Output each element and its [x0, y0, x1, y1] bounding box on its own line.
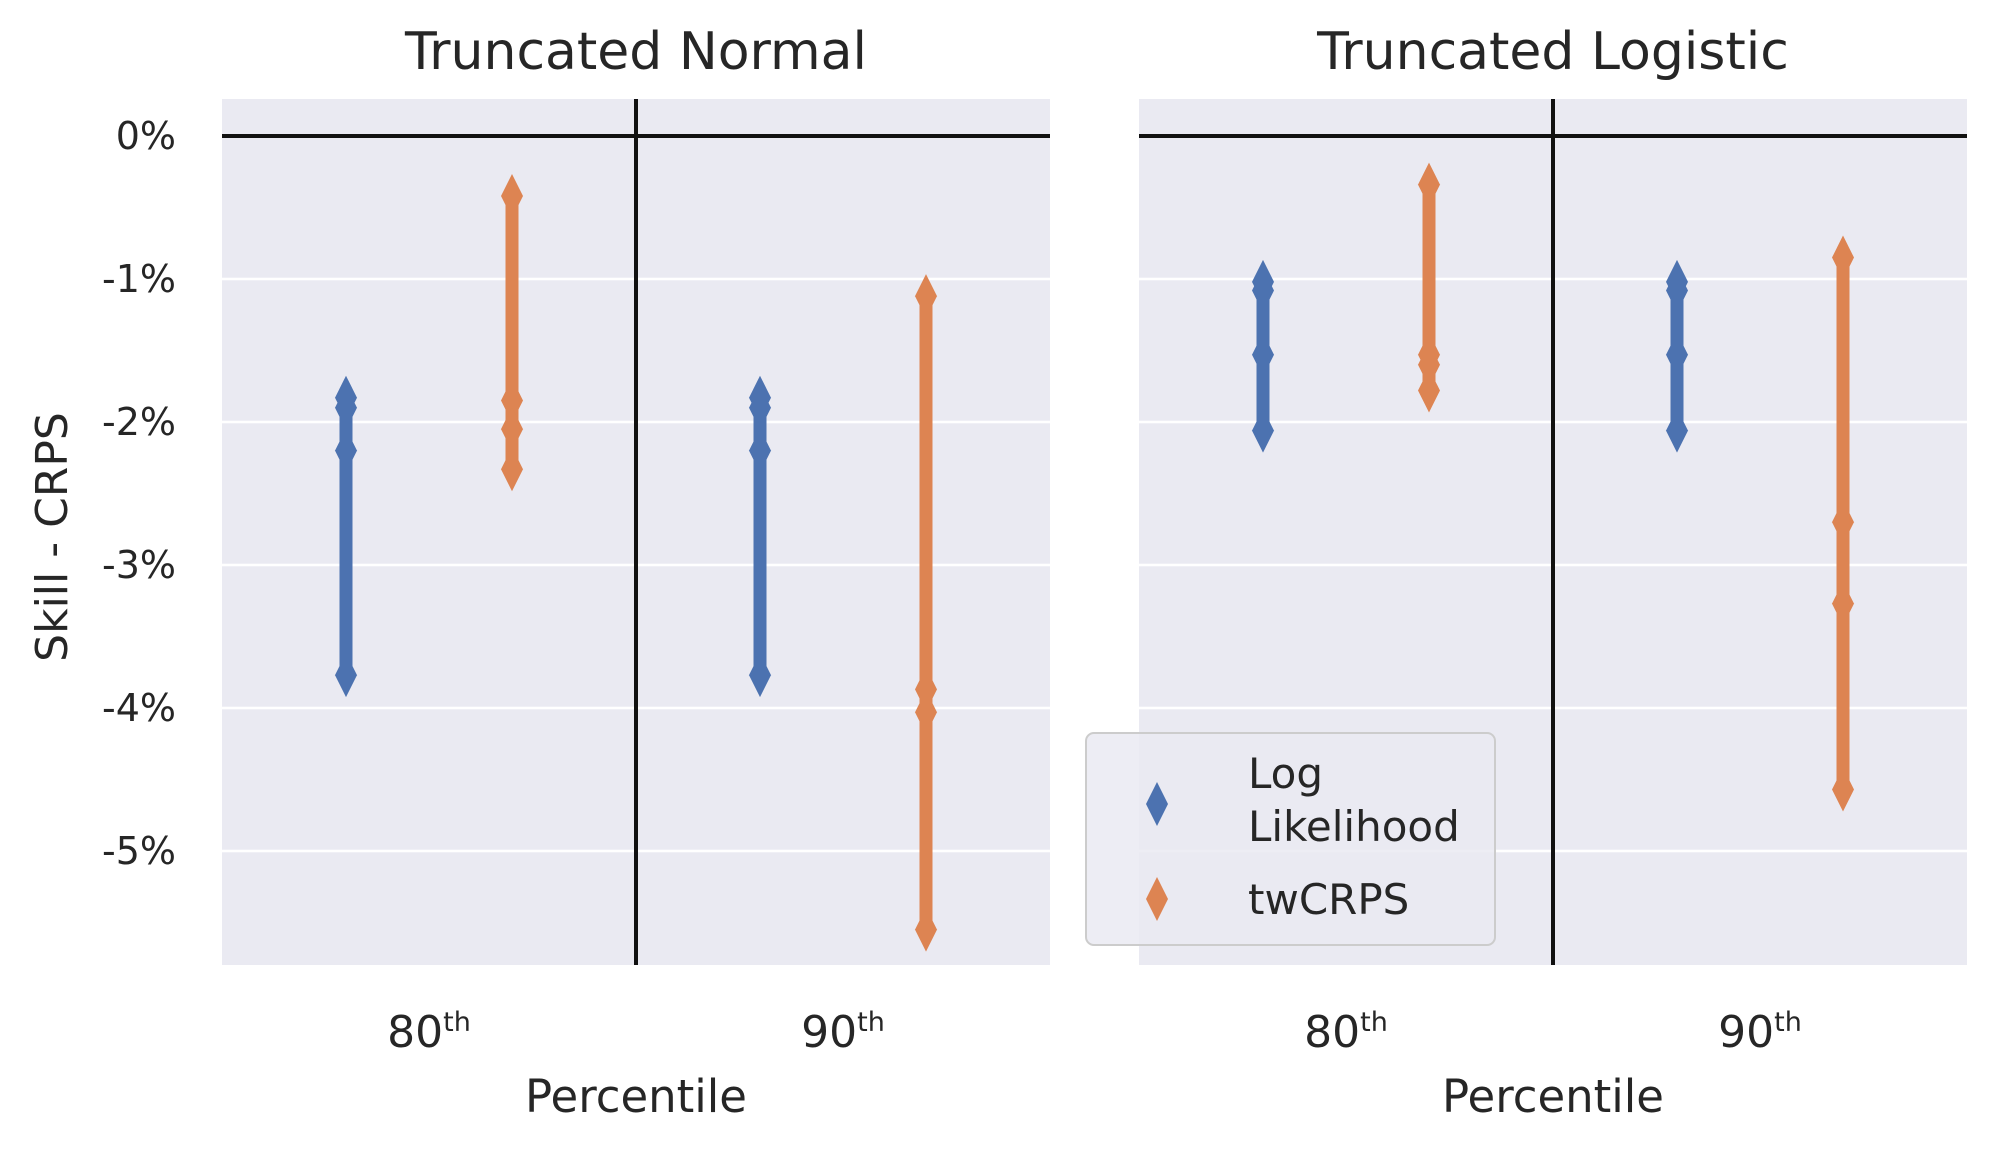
y-tick-label: -5% [102, 829, 176, 873]
chart-title: Truncated Normal [404, 22, 867, 82]
x-tick-number: 80 [1304, 1007, 1360, 1058]
error-bar-marker [1832, 581, 1854, 626]
error-bar-marker [501, 407, 523, 452]
error-bar-marker [1666, 332, 1688, 377]
y-tick-label: -4% [102, 686, 176, 730]
error-bar-marker [1252, 332, 1274, 377]
error-bar-marker [1418, 162, 1440, 207]
error-bar-marker [1832, 767, 1854, 812]
error-bar-marker [915, 690, 937, 735]
x-tick-suffix: th [857, 1007, 885, 1038]
error-bar-marker [749, 385, 771, 430]
legend-marker-twcrps [1146, 877, 1168, 921]
error-bar-marker [1666, 268, 1688, 313]
error-bar-marker [1418, 368, 1440, 413]
error-bar-marker [501, 447, 523, 492]
y-tick-label: 0% [116, 114, 176, 158]
error-bar-marker [1418, 342, 1440, 387]
error-bar-marker [915, 667, 937, 712]
error-bar-marker [335, 385, 357, 430]
y-tick-label: -1% [102, 257, 176, 301]
error-bar-marker [335, 428, 357, 473]
y-tick-label: -2% [102, 400, 176, 444]
chart-title: Truncated Logistic [1316, 22, 1789, 82]
x-tick-suffix: th [1360, 1007, 1388, 1038]
error-bar-marker [749, 428, 771, 473]
x-axis-label: Percentile [1442, 1070, 1664, 1123]
x-tick-label: 80th [1304, 1007, 1388, 1058]
error-bar-marker [501, 174, 523, 219]
error-bar-marker [915, 907, 937, 952]
legend-marker-log-likelihood [1146, 782, 1168, 826]
x-tick-suffix: th [443, 1007, 471, 1038]
x-tick-suffix: th [1774, 1007, 1802, 1038]
x-tick-number: 90 [801, 1007, 857, 1058]
x-tick-label: 90th [1718, 1007, 1802, 1058]
legend-label: twCRPS [1248, 875, 1409, 924]
legend-label: Log [1248, 749, 1323, 798]
error-bar-marker [1832, 500, 1854, 545]
x-axis-label: Percentile [525, 1070, 747, 1123]
error-bar-marker [1666, 408, 1688, 453]
error-bar-marker [749, 653, 771, 698]
error-bar-marker [1252, 408, 1274, 453]
y-axis-label: Skill - CRPS [27, 412, 78, 662]
error-bar-marker [335, 653, 357, 698]
y-tick-label: -3% [102, 543, 176, 587]
error-bar-marker [1832, 235, 1854, 280]
x-tick-label: 80th [387, 1007, 471, 1058]
error-bar-marker [915, 274, 937, 319]
error-bar-marker [501, 378, 523, 423]
legend-label: Likelihood [1248, 802, 1460, 851]
error-bar-marker [1252, 268, 1274, 313]
x-tick-number: 90 [1718, 1007, 1774, 1058]
legend-box [1085, 732, 1496, 946]
x-tick-number: 80 [387, 1007, 443, 1058]
x-tick-label: 90th [801, 1007, 885, 1058]
